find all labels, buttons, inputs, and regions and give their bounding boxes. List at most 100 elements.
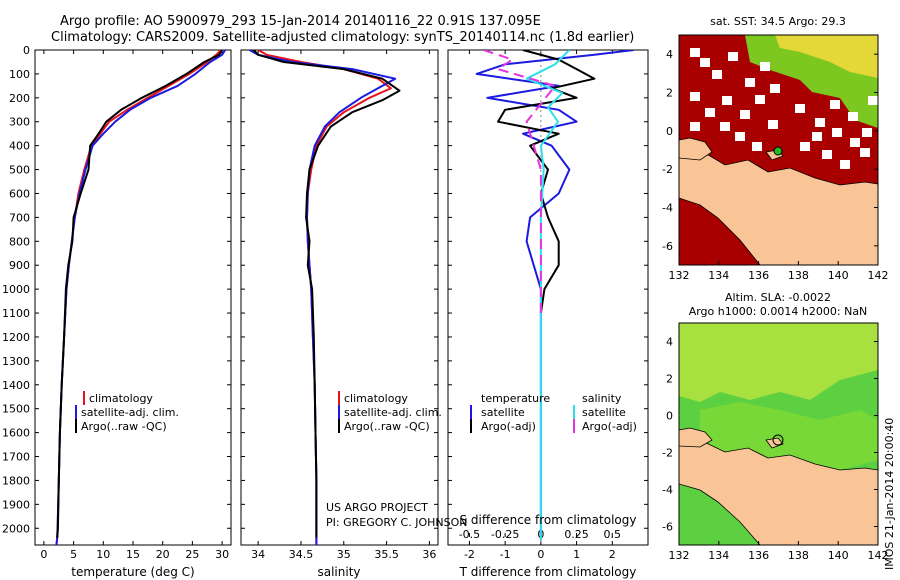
sst-missing-cell bbox=[830, 100, 840, 109]
sla-land-new-guinea bbox=[679, 429, 878, 545]
sst-missing-cell bbox=[745, 78, 755, 87]
depth-tick-label: 1900 bbox=[2, 498, 30, 511]
map-lon-tick-label: 140 bbox=[828, 269, 849, 282]
map-lat-tick-label: -6 bbox=[662, 240, 673, 253]
salinity-tick-label: 34 bbox=[251, 548, 265, 561]
sst-missing-cell bbox=[795, 104, 805, 113]
sst-missing-cell bbox=[815, 118, 825, 127]
legend-label-satellite: satellite-adj. clim. bbox=[344, 406, 442, 419]
sst-missing-cell bbox=[868, 96, 878, 105]
depth-tick-label: 700 bbox=[9, 211, 30, 224]
sst-argo-marker bbox=[773, 146, 783, 156]
map-lat-tick-label: 0 bbox=[666, 410, 673, 423]
legend-heading-temperature: temperature bbox=[481, 392, 550, 405]
sla-argo-marker bbox=[772, 434, 784, 446]
map-lon-tick-label: 142 bbox=[868, 269, 889, 282]
depth-tick-label: 1600 bbox=[2, 427, 30, 440]
depth-axis: 0 100 200 300 400 500 600 700 800 900 1000 1100 1200… bbox=[2, 44, 648, 535]
t-difference-tick-label: 2 bbox=[609, 548, 616, 561]
map-lat-tick-label: -2 bbox=[662, 163, 673, 176]
map-lon-tick-label: 138 bbox=[788, 549, 809, 562]
t-difference-tick-label: -2 bbox=[464, 548, 475, 561]
sst-map bbox=[679, 35, 878, 265]
sst-map-frame bbox=[678, 34, 879, 266]
series-line-temperature-argo-adj bbox=[497, 50, 596, 314]
sst-missing-cell bbox=[832, 128, 842, 137]
depth-tick-label: 100 bbox=[9, 68, 30, 81]
series-line-salinity-satellite bbox=[525, 50, 571, 541]
depth-tick-label: 1000 bbox=[2, 283, 30, 296]
temperature-tick-label: 25 bbox=[185, 548, 199, 561]
legend-heading-salinity: salinity bbox=[582, 392, 622, 405]
sst-missing-cells bbox=[690, 48, 878, 169]
sla-map bbox=[679, 323, 878, 545]
sst-missing-cell bbox=[690, 92, 700, 101]
sst-missing-cell bbox=[690, 122, 700, 131]
sst-missing-cell bbox=[700, 58, 710, 67]
sst-missing-cell bbox=[752, 142, 762, 151]
sst-missing-cell bbox=[860, 148, 870, 157]
sst-missing-cell bbox=[822, 150, 832, 159]
map-lat-tick-label: 2 bbox=[666, 373, 673, 386]
sla-land-vogelkop bbox=[679, 427, 713, 448]
map-lat-tick-label: 4 bbox=[666, 48, 673, 61]
difference-profile-lines bbox=[475, 50, 634, 545]
t-difference-tick-label: 0 bbox=[537, 548, 544, 561]
salinity-legend: climatology satellite-adj. clim. Argo(..… bbox=[338, 391, 442, 433]
depth-tick-label: 1300 bbox=[2, 355, 30, 368]
legend-label-salinity-satellite: satellite bbox=[582, 406, 626, 419]
legend-label-argo: Argo(..raw -QC) bbox=[344, 420, 430, 433]
map-lon-tick-label: 138 bbox=[788, 269, 809, 282]
depth-tick-label: 200 bbox=[9, 92, 30, 105]
depth-tick-label: 2000 bbox=[2, 522, 30, 535]
salinity-panel-frame bbox=[240, 49, 439, 546]
depth-tick-label: 600 bbox=[9, 187, 30, 200]
salinity-axis-label: salinity bbox=[317, 565, 360, 579]
sst-missing-cell bbox=[755, 95, 765, 104]
t-difference-axis-label: T difference from climatology bbox=[459, 565, 637, 579]
series-line-argo-raw-qc bbox=[253, 50, 401, 538]
sst-missing-cell bbox=[768, 120, 778, 129]
series-line-argo-raw-qc bbox=[56, 50, 223, 538]
sst-missing-cell bbox=[690, 48, 700, 57]
temperature-profile-lines bbox=[55, 50, 226, 545]
legend-label-satellite: satellite-adj. clim. bbox=[81, 406, 179, 419]
sst-missing-cell bbox=[862, 128, 872, 137]
legend-label-temperature-argo: Argo(-adj) bbox=[481, 420, 536, 433]
depth-tick-label: 1100 bbox=[2, 307, 30, 320]
map-lat-tick-label: -2 bbox=[662, 447, 673, 460]
sst-missing-cell bbox=[850, 138, 860, 147]
sst-missing-cell bbox=[812, 132, 822, 141]
salinity-profile-lines bbox=[249, 50, 401, 545]
map-lon-tick-label: 142 bbox=[868, 549, 889, 562]
depth-tick-label: 1400 bbox=[2, 379, 30, 392]
depth-tick-label: 1500 bbox=[2, 403, 30, 416]
sst-land bbox=[679, 137, 878, 265]
sst-missing-cell bbox=[770, 84, 780, 93]
credit-project: US ARGO PROJECT bbox=[326, 501, 428, 514]
depth-tick-label: 300 bbox=[9, 116, 30, 129]
sla-map-title-line1: Altim. SLA: -0.0022 bbox=[725, 291, 831, 304]
map-lat-tick-label: -4 bbox=[662, 202, 673, 215]
sst-missing-cell bbox=[760, 62, 770, 71]
depth-tick-label: 800 bbox=[9, 235, 30, 248]
temperature-tick-label: 5 bbox=[70, 548, 77, 561]
t-difference-tick-label: -1 bbox=[500, 548, 511, 561]
legend-label-temperature-satellite: satellite bbox=[481, 406, 525, 419]
s-difference-tick-label: -0.25 bbox=[491, 528, 519, 541]
map-lon-tick-label: 134 bbox=[708, 549, 729, 562]
salinity-tick-label: 35 bbox=[337, 548, 351, 561]
legend-label-argo: Argo(..raw -QC) bbox=[81, 420, 167, 433]
temperature-tick-label: 15 bbox=[126, 548, 140, 561]
sst-map-axis: 132 134 136 138 140 142 4 2 0 -2 -4 -6 bbox=[662, 48, 888, 282]
map-lon-tick-label: 136 bbox=[748, 549, 769, 562]
temperature-legend: climatology satellite-adj. clim. Argo(..… bbox=[75, 391, 179, 433]
sst-missing-cell bbox=[705, 108, 715, 117]
depth-tick-label: 400 bbox=[9, 140, 30, 153]
sla-map-title-line2: Argo h1000: 0.0014 h2000: NaN bbox=[689, 305, 868, 318]
map-lon-tick-label: 134 bbox=[708, 269, 729, 282]
temperature-tick-label: 10 bbox=[96, 548, 110, 561]
s-difference-tick-label: -0.5 bbox=[459, 528, 480, 541]
legend-label-salinity-argo: Argo(-adj) bbox=[582, 420, 637, 433]
